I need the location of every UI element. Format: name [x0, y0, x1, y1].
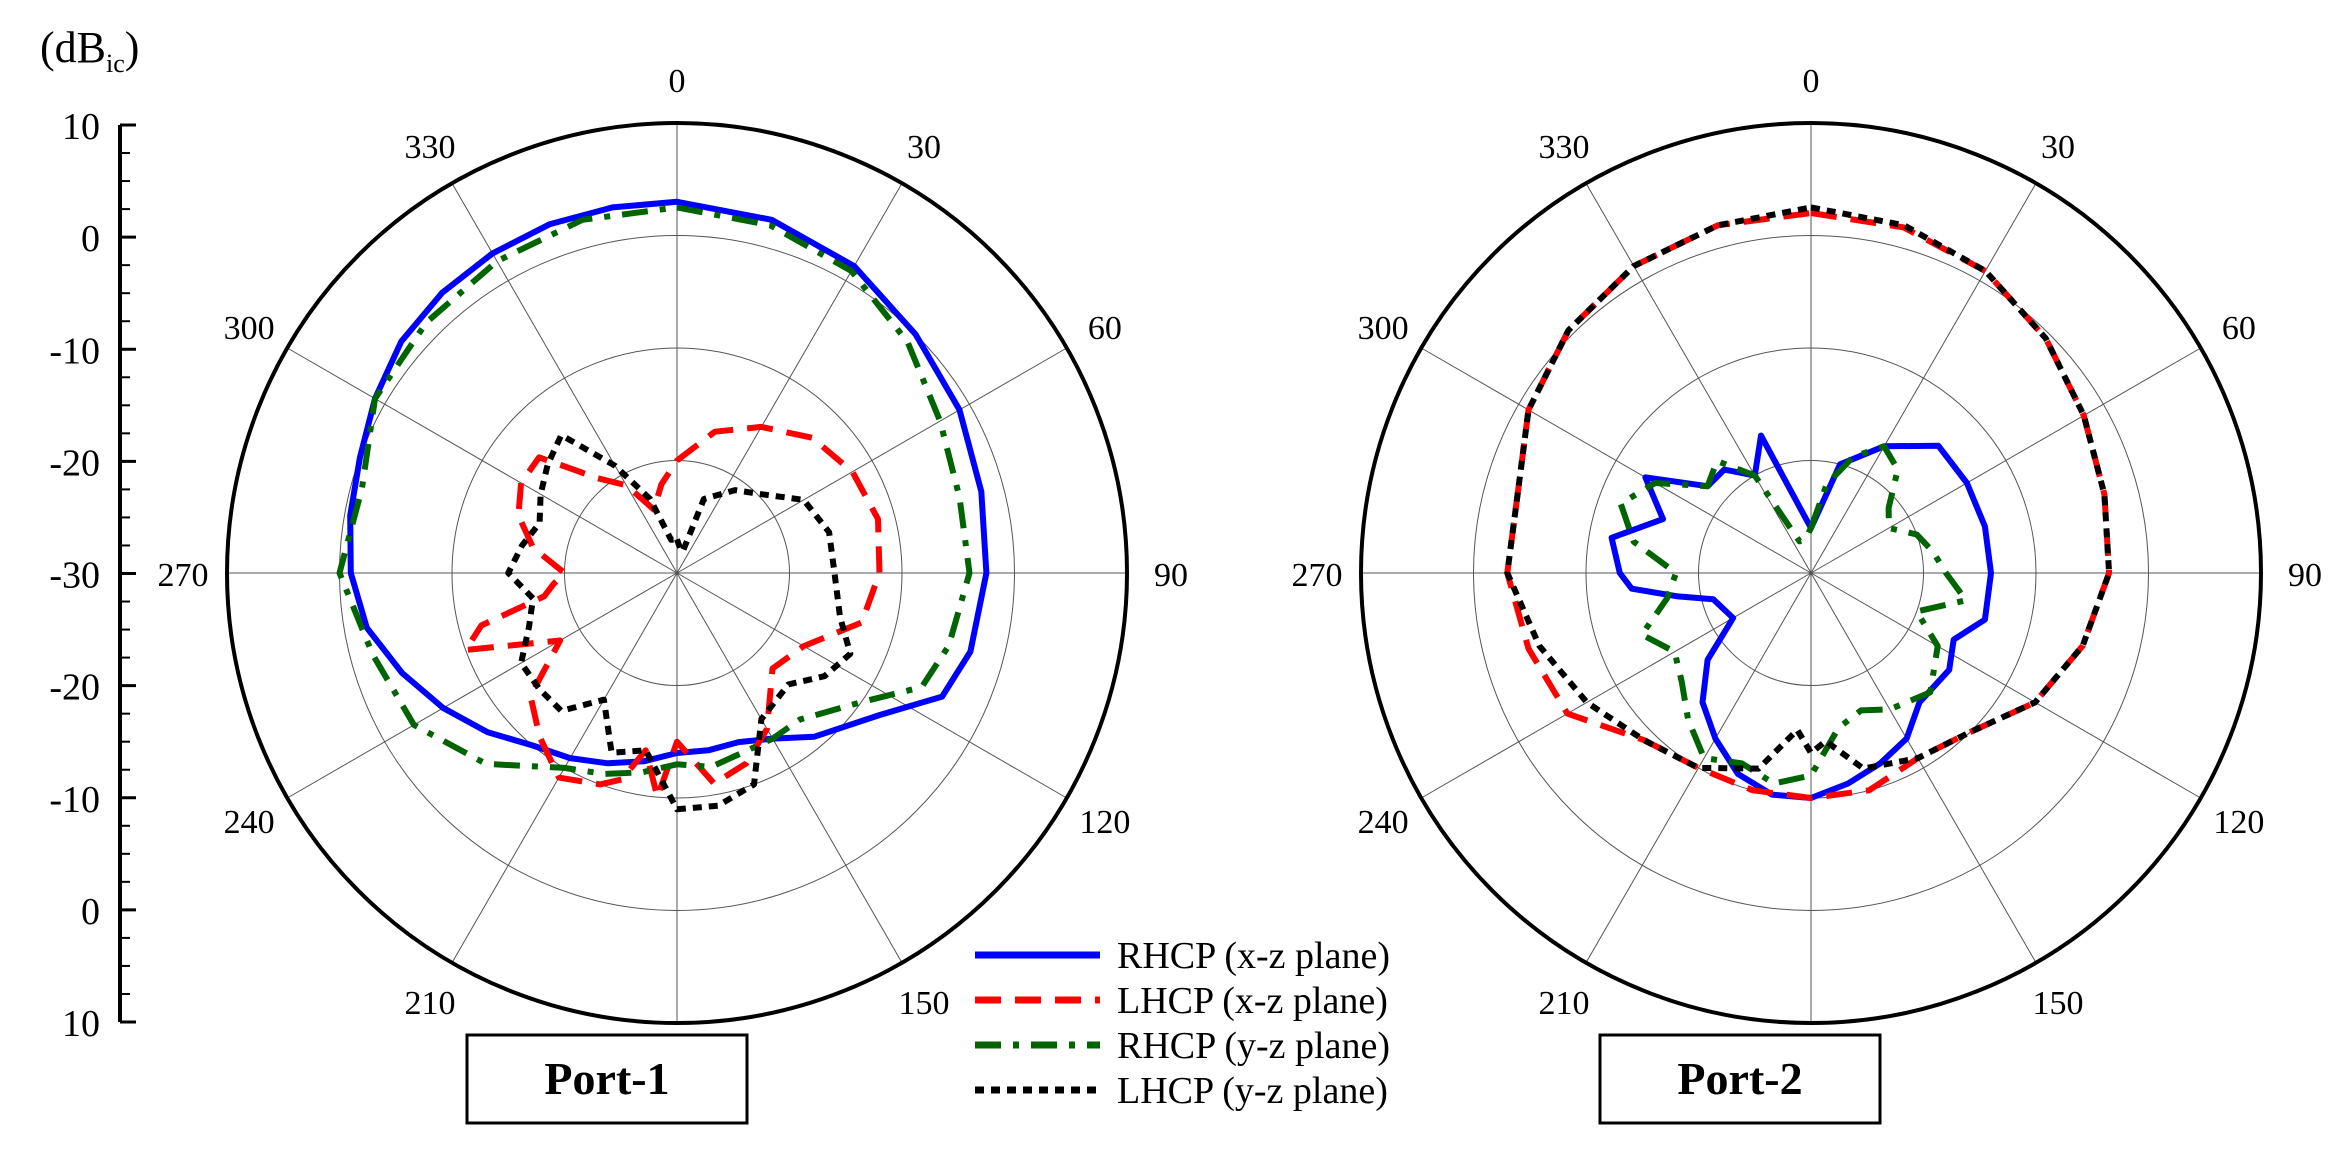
- grid-spoke: [1585, 183, 1812, 574]
- angle-label: 90: [1154, 557, 1188, 594]
- angle-label: 60: [1088, 310, 1122, 347]
- legend-label: RHCP (x-z plane): [1117, 935, 1390, 977]
- series-line: [1617, 443, 1970, 787]
- grid-spoke: [287, 572, 678, 799]
- outer-ring: [1359, 121, 2263, 1025]
- angle-label: 90: [2288, 557, 2322, 594]
- grid-spoke: [676, 572, 903, 963]
- grid-spoke: [676, 183, 903, 574]
- grid-spoke: [1421, 572, 1812, 799]
- grid-spoke: [1585, 572, 1812, 963]
- angle-label: 240: [224, 804, 275, 841]
- angle-label: 0: [1803, 63, 1820, 100]
- port-2-title-box: Port-2: [1598, 1033, 1882, 1125]
- grid-spoke: [1421, 347, 1812, 574]
- angle-label: 270: [1292, 557, 1343, 594]
- legend-label: LHCP (y-z plane): [1117, 1070, 1388, 1112]
- unit-label: (dBic): [40, 23, 139, 78]
- grid-spoke: [1810, 572, 2037, 963]
- port-1-title: Port-1: [544, 1053, 669, 1104]
- angle-label: 240: [1358, 804, 1409, 841]
- angle-label: 30: [2041, 129, 2075, 166]
- scale-label: -10: [49, 330, 100, 372]
- scale-label: 0: [81, 891, 100, 933]
- grid-spoke: [1810, 183, 2037, 574]
- grid-spoke: [1810, 347, 2201, 574]
- angle-label: 210: [405, 985, 456, 1022]
- polar-chart-port-2: 0306090120150180210240270300330: [1292, 63, 2323, 1088]
- grid-spoke: [451, 183, 678, 574]
- angle-label: 330: [1539, 129, 1590, 166]
- scale-label: 10: [62, 1003, 100, 1045]
- grid-spoke: [287, 347, 678, 574]
- scale-label: 10: [62, 106, 100, 148]
- angle-label: 210: [1539, 985, 1590, 1022]
- series-line: [347, 198, 990, 767]
- legend-label: LHCP (x-z plane): [1117, 980, 1388, 1022]
- angle-label: 330: [405, 129, 456, 166]
- angle-label: 0: [669, 63, 686, 100]
- legend-label: RHCP (y-z plane): [1117, 1025, 1390, 1067]
- series-line: [1504, 204, 2113, 772]
- outer-ring: [225, 121, 1129, 1025]
- scale-label: -10: [49, 779, 100, 821]
- series-line: [462, 423, 883, 801]
- series-line: [505, 432, 854, 813]
- angle-label: 120: [2213, 804, 2264, 841]
- grid-spoke: [676, 572, 1067, 799]
- legend: RHCP (x-z plane)LHCP (x-z plane)RHCP (y-…: [975, 935, 1390, 1112]
- unit-label-main: (dB: [40, 23, 106, 72]
- series-line: [1504, 210, 2113, 801]
- angle-label: 120: [1079, 804, 1130, 841]
- series-line: [1608, 432, 1994, 801]
- scale-label: -20: [49, 667, 100, 709]
- angle-label: 30: [907, 129, 941, 166]
- scale-label: -20: [49, 442, 100, 484]
- port-1-title-box: Port-1: [465, 1033, 749, 1125]
- angle-label: 150: [2033, 985, 2084, 1022]
- port-2-title: Port-2: [1677, 1053, 1802, 1104]
- dB-scale-axis: 10 0 -10 -20 -30 -20 -10 0 10: [49, 106, 136, 1045]
- grid-spoke: [1810, 572, 2201, 799]
- series-line: [336, 204, 973, 777]
- unit-label-close: ): [125, 23, 140, 72]
- angle-label: 150: [899, 985, 950, 1022]
- grid-spoke: [676, 347, 1067, 574]
- angle-label: 300: [1358, 310, 1409, 347]
- angle-label: 60: [2222, 310, 2256, 347]
- polar-chart-port-1: 0306090120150180210240270300330: [158, 63, 1189, 1088]
- angle-label: 300: [224, 310, 275, 347]
- unit-label-sub: ic: [106, 49, 125, 78]
- angle-label: 270: [158, 557, 209, 594]
- scale-label: -30: [49, 555, 100, 597]
- scale-label: 0: [81, 218, 100, 260]
